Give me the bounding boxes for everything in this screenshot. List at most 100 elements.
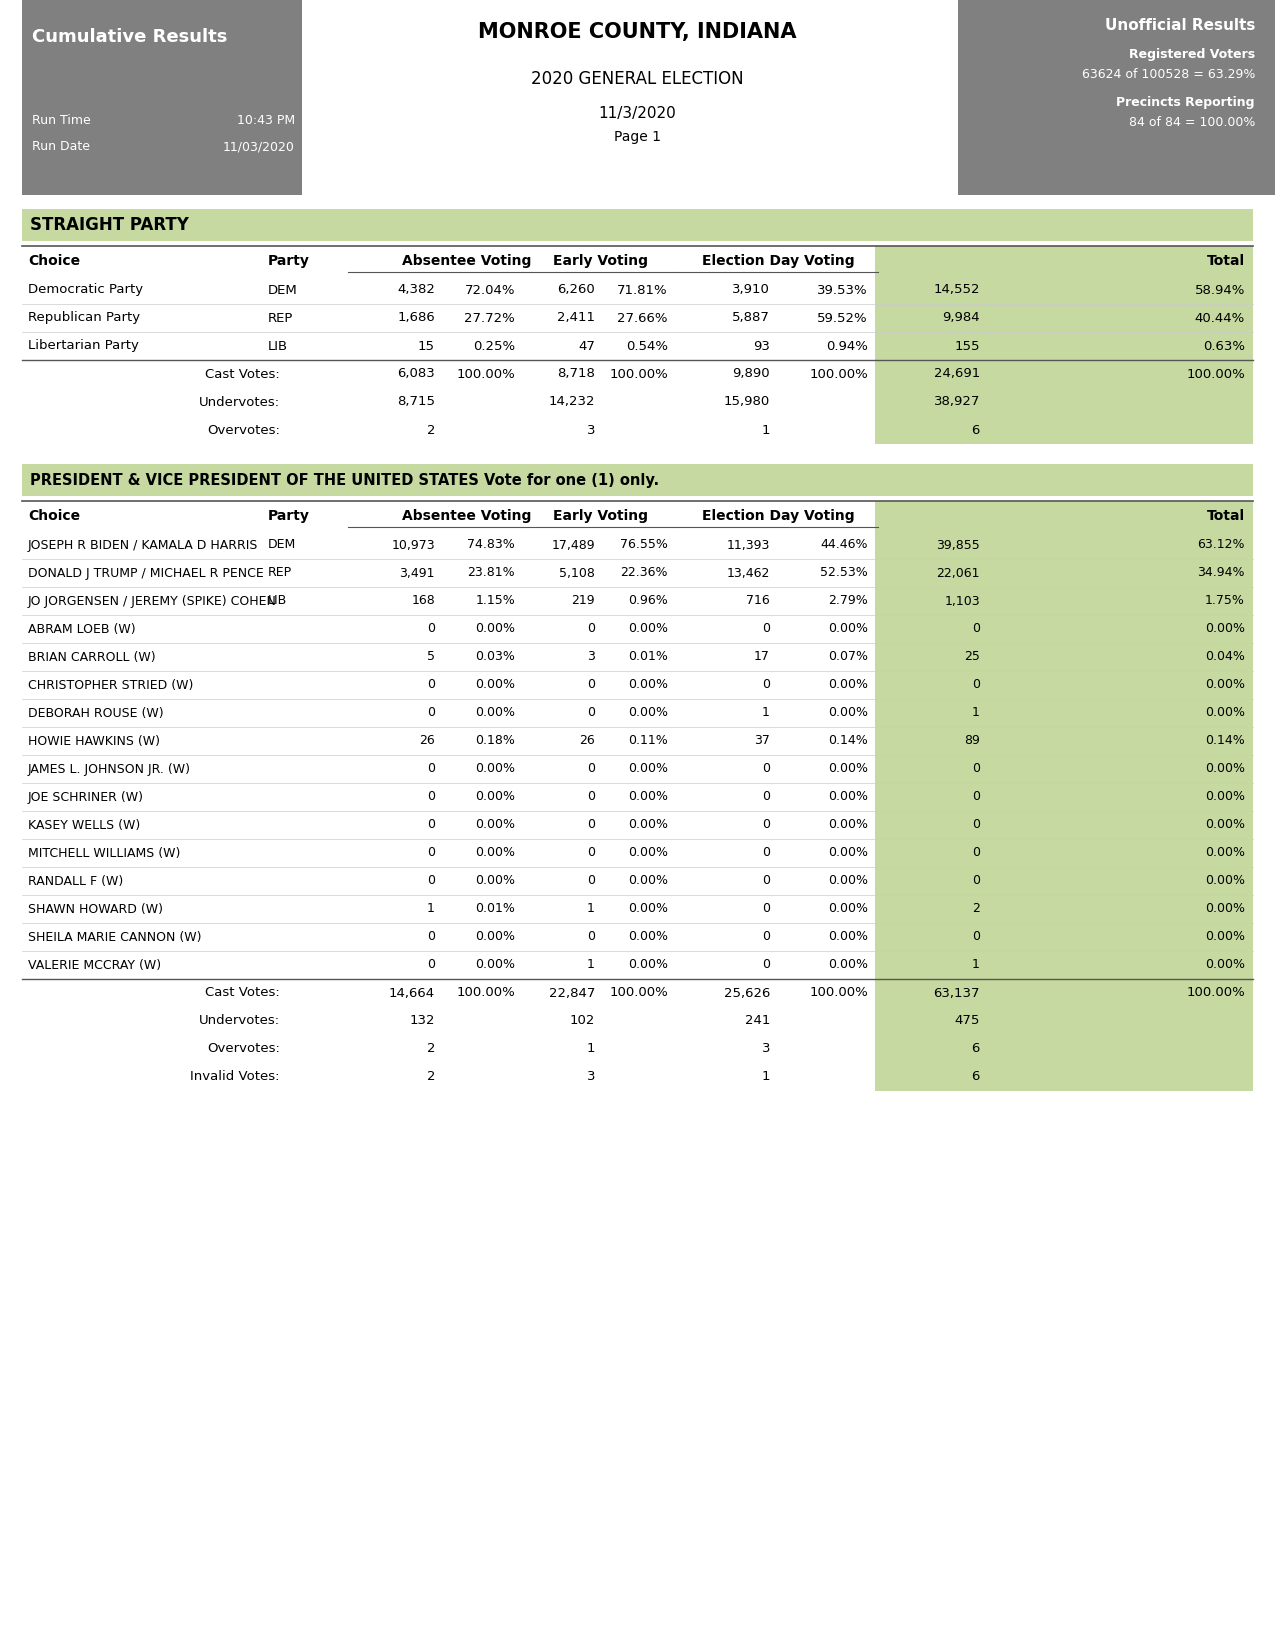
Text: RANDALL F (W): RANDALL F (W) — [28, 874, 124, 888]
Text: 37: 37 — [754, 734, 770, 747]
Bar — [875, 728, 1253, 756]
Bar — [875, 672, 1253, 700]
Text: Cast Votes:: Cast Votes: — [205, 368, 280, 381]
Text: 0.00%: 0.00% — [629, 622, 668, 635]
Text: 3: 3 — [761, 1043, 770, 1056]
Text: 58.94%: 58.94% — [1195, 284, 1244, 297]
Text: 9,890: 9,890 — [732, 368, 770, 381]
Bar — [875, 502, 1253, 531]
Text: 0.00%: 0.00% — [629, 931, 668, 944]
Text: 0: 0 — [427, 790, 435, 804]
Text: ABRAM LOEB (W): ABRAM LOEB (W) — [28, 622, 135, 635]
Text: Early Voting: Early Voting — [553, 508, 648, 523]
Text: 1: 1 — [586, 903, 595, 916]
Text: 24,691: 24,691 — [933, 368, 980, 381]
Text: 14,552: 14,552 — [933, 284, 980, 297]
Text: 0.00%: 0.00% — [1205, 678, 1244, 691]
Text: 716: 716 — [746, 594, 770, 607]
Text: 0.00%: 0.00% — [629, 959, 668, 972]
Text: CHRISTOPHER STRIED (W): CHRISTOPHER STRIED (W) — [28, 678, 194, 691]
Text: 6,083: 6,083 — [398, 368, 435, 381]
Text: 26: 26 — [579, 734, 595, 747]
Text: 0: 0 — [762, 903, 770, 916]
Text: 0: 0 — [586, 818, 595, 832]
Text: 0.00%: 0.00% — [476, 762, 515, 776]
Text: 0: 0 — [586, 931, 595, 944]
Text: 0.00%: 0.00% — [476, 790, 515, 804]
Text: 1: 1 — [761, 424, 770, 437]
Text: 9,984: 9,984 — [942, 312, 980, 325]
Bar — [875, 531, 1253, 559]
Text: 22,847: 22,847 — [548, 987, 595, 1000]
Text: Page 1: Page 1 — [613, 130, 660, 144]
Bar — [875, 304, 1253, 332]
Bar — [22, 464, 1253, 497]
Text: 6: 6 — [972, 1043, 980, 1056]
Text: 39,855: 39,855 — [936, 538, 980, 551]
Text: 34.94%: 34.94% — [1197, 566, 1244, 579]
Text: 6: 6 — [972, 424, 980, 437]
Text: 100.00%: 100.00% — [609, 368, 668, 381]
Text: 71.81%: 71.81% — [617, 284, 668, 297]
Text: DONALD J TRUMP / MICHAEL R PENCE: DONALD J TRUMP / MICHAEL R PENCE — [28, 566, 264, 579]
Text: REP: REP — [268, 566, 292, 579]
Text: 0.00%: 0.00% — [476, 678, 515, 691]
Text: HOWIE HAWKINS (W): HOWIE HAWKINS (W) — [28, 734, 159, 747]
Text: 475: 475 — [955, 1015, 980, 1028]
Text: 44.46%: 44.46% — [821, 538, 868, 551]
Text: 15,980: 15,980 — [724, 396, 770, 409]
Text: 0.00%: 0.00% — [827, 678, 868, 691]
Text: STRAIGHT PARTY: STRAIGHT PARTY — [31, 216, 189, 234]
Text: 0.00%: 0.00% — [629, 762, 668, 776]
Text: Libertarian Party: Libertarian Party — [28, 340, 139, 353]
Text: 100.00%: 100.00% — [810, 987, 868, 1000]
Text: Registered Voters: Registered Voters — [1128, 48, 1255, 61]
Text: 0.00%: 0.00% — [476, 846, 515, 860]
Text: 0.25%: 0.25% — [473, 340, 515, 353]
Text: 8,715: 8,715 — [397, 396, 435, 409]
Bar — [875, 838, 1253, 866]
Text: 1.15%: 1.15% — [476, 594, 515, 607]
Text: 0.94%: 0.94% — [826, 340, 868, 353]
Bar — [875, 1006, 1253, 1035]
Text: 100.00%: 100.00% — [609, 987, 668, 1000]
Text: Total: Total — [1207, 508, 1244, 523]
Text: 0.00%: 0.00% — [629, 846, 668, 860]
Text: 0: 0 — [972, 874, 980, 888]
Text: 63.12%: 63.12% — [1197, 538, 1244, 551]
Text: 14,232: 14,232 — [548, 396, 595, 409]
Text: 11,393: 11,393 — [727, 538, 770, 551]
Bar — [22, 0, 302, 195]
Text: 2: 2 — [427, 424, 435, 437]
Text: 0.03%: 0.03% — [476, 650, 515, 663]
Text: Absentee Voting: Absentee Voting — [402, 254, 532, 267]
Text: JAMES L. JOHNSON JR. (W): JAMES L. JOHNSON JR. (W) — [28, 762, 191, 776]
Text: 0.00%: 0.00% — [629, 706, 668, 719]
Text: 1,686: 1,686 — [398, 312, 435, 325]
Text: Democratic Party: Democratic Party — [28, 284, 143, 297]
Text: 23.81%: 23.81% — [468, 566, 515, 579]
Text: 0: 0 — [762, 762, 770, 776]
Text: 84 of 84 = 100.00%: 84 of 84 = 100.00% — [1128, 116, 1255, 129]
Bar — [875, 894, 1253, 922]
Text: 0.00%: 0.00% — [1205, 762, 1244, 776]
Text: 100.00%: 100.00% — [456, 987, 515, 1000]
Text: VALERIE MCCRAY (W): VALERIE MCCRAY (W) — [28, 959, 161, 972]
Text: 1: 1 — [586, 959, 595, 972]
Text: 0.00%: 0.00% — [1205, 706, 1244, 719]
Bar — [875, 360, 1253, 388]
Text: 0: 0 — [762, 678, 770, 691]
Text: 0: 0 — [586, 678, 595, 691]
Text: 0.11%: 0.11% — [629, 734, 668, 747]
Text: 0.00%: 0.00% — [629, 818, 668, 832]
Text: 102: 102 — [570, 1015, 595, 1028]
Text: 219: 219 — [571, 594, 595, 607]
Text: 0: 0 — [762, 846, 770, 860]
Text: 13,462: 13,462 — [727, 566, 770, 579]
Bar — [875, 866, 1253, 894]
Text: 93: 93 — [754, 340, 770, 353]
Text: 39.53%: 39.53% — [817, 284, 868, 297]
Text: 3: 3 — [586, 424, 595, 437]
Text: Early Voting: Early Voting — [553, 254, 648, 267]
Text: 2: 2 — [427, 1071, 435, 1084]
